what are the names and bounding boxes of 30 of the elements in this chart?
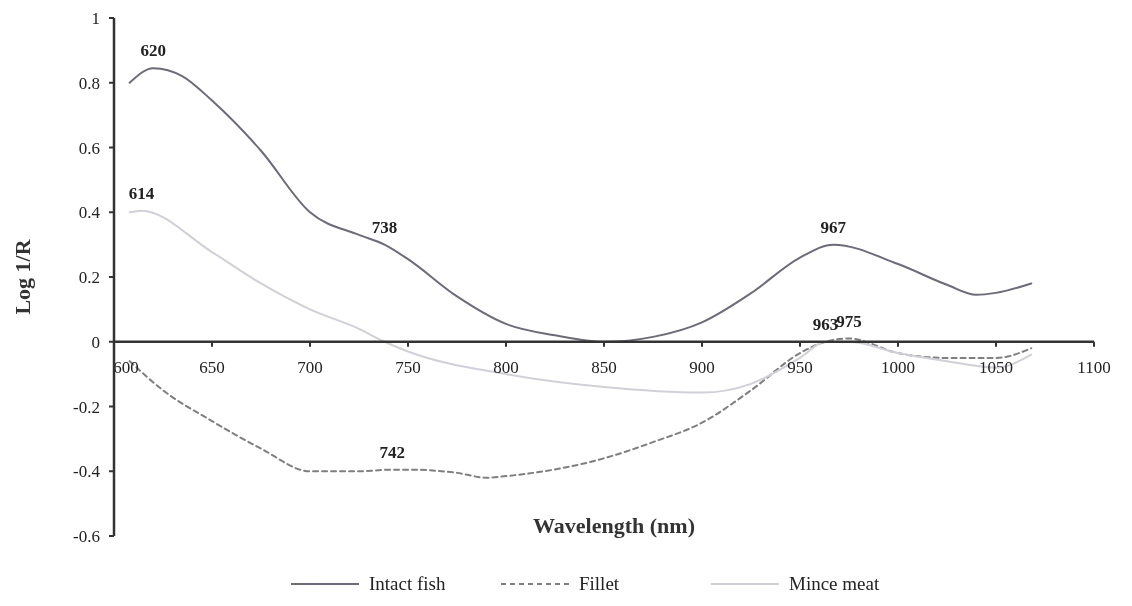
y-tick-label: -0.2 xyxy=(73,397,100,417)
legend-label: Mince meat xyxy=(789,573,880,594)
x-tick-label: 950 xyxy=(787,357,813,377)
x-tick-label: 650 xyxy=(199,357,225,377)
x-tick-label: 750 xyxy=(395,357,421,377)
x-tick-label: 800 xyxy=(493,357,519,377)
line-series xyxy=(128,67,1033,343)
y-tick-label: 1 xyxy=(91,9,100,28)
y-tick-label: 0.2 xyxy=(78,268,100,287)
y-tick-label: -0.4 xyxy=(73,462,101,482)
x-axis-title: Wavelength (nm) xyxy=(533,513,695,538)
x-tick-label: 700 xyxy=(297,357,323,377)
y-tick-label: 0.6 xyxy=(78,138,100,158)
x-tick-label: 1000 xyxy=(881,357,915,377)
annotation: 620 xyxy=(140,41,166,61)
y-tick-label: 0 xyxy=(91,332,100,352)
y-axis-title: Log 1/R xyxy=(10,238,35,315)
annotation: 614 xyxy=(128,183,155,203)
y-tick-label: 0.8 xyxy=(78,73,100,93)
legend-label: Fillet xyxy=(579,573,620,594)
y-tick-label: 0.4 xyxy=(78,203,101,223)
annotation: 742 xyxy=(379,442,406,462)
y-tick-label: -0.6 xyxy=(73,527,100,546)
x-tick-label: 850 xyxy=(591,357,617,377)
x-tick-label: 1100 xyxy=(1077,357,1111,377)
x-tick-label: 900 xyxy=(689,357,715,377)
legend-label: Intact fish xyxy=(369,573,446,594)
x-tick-label: 1050 xyxy=(979,357,1013,377)
annotation: 967 xyxy=(820,217,847,237)
annotation: 738 xyxy=(371,217,398,237)
